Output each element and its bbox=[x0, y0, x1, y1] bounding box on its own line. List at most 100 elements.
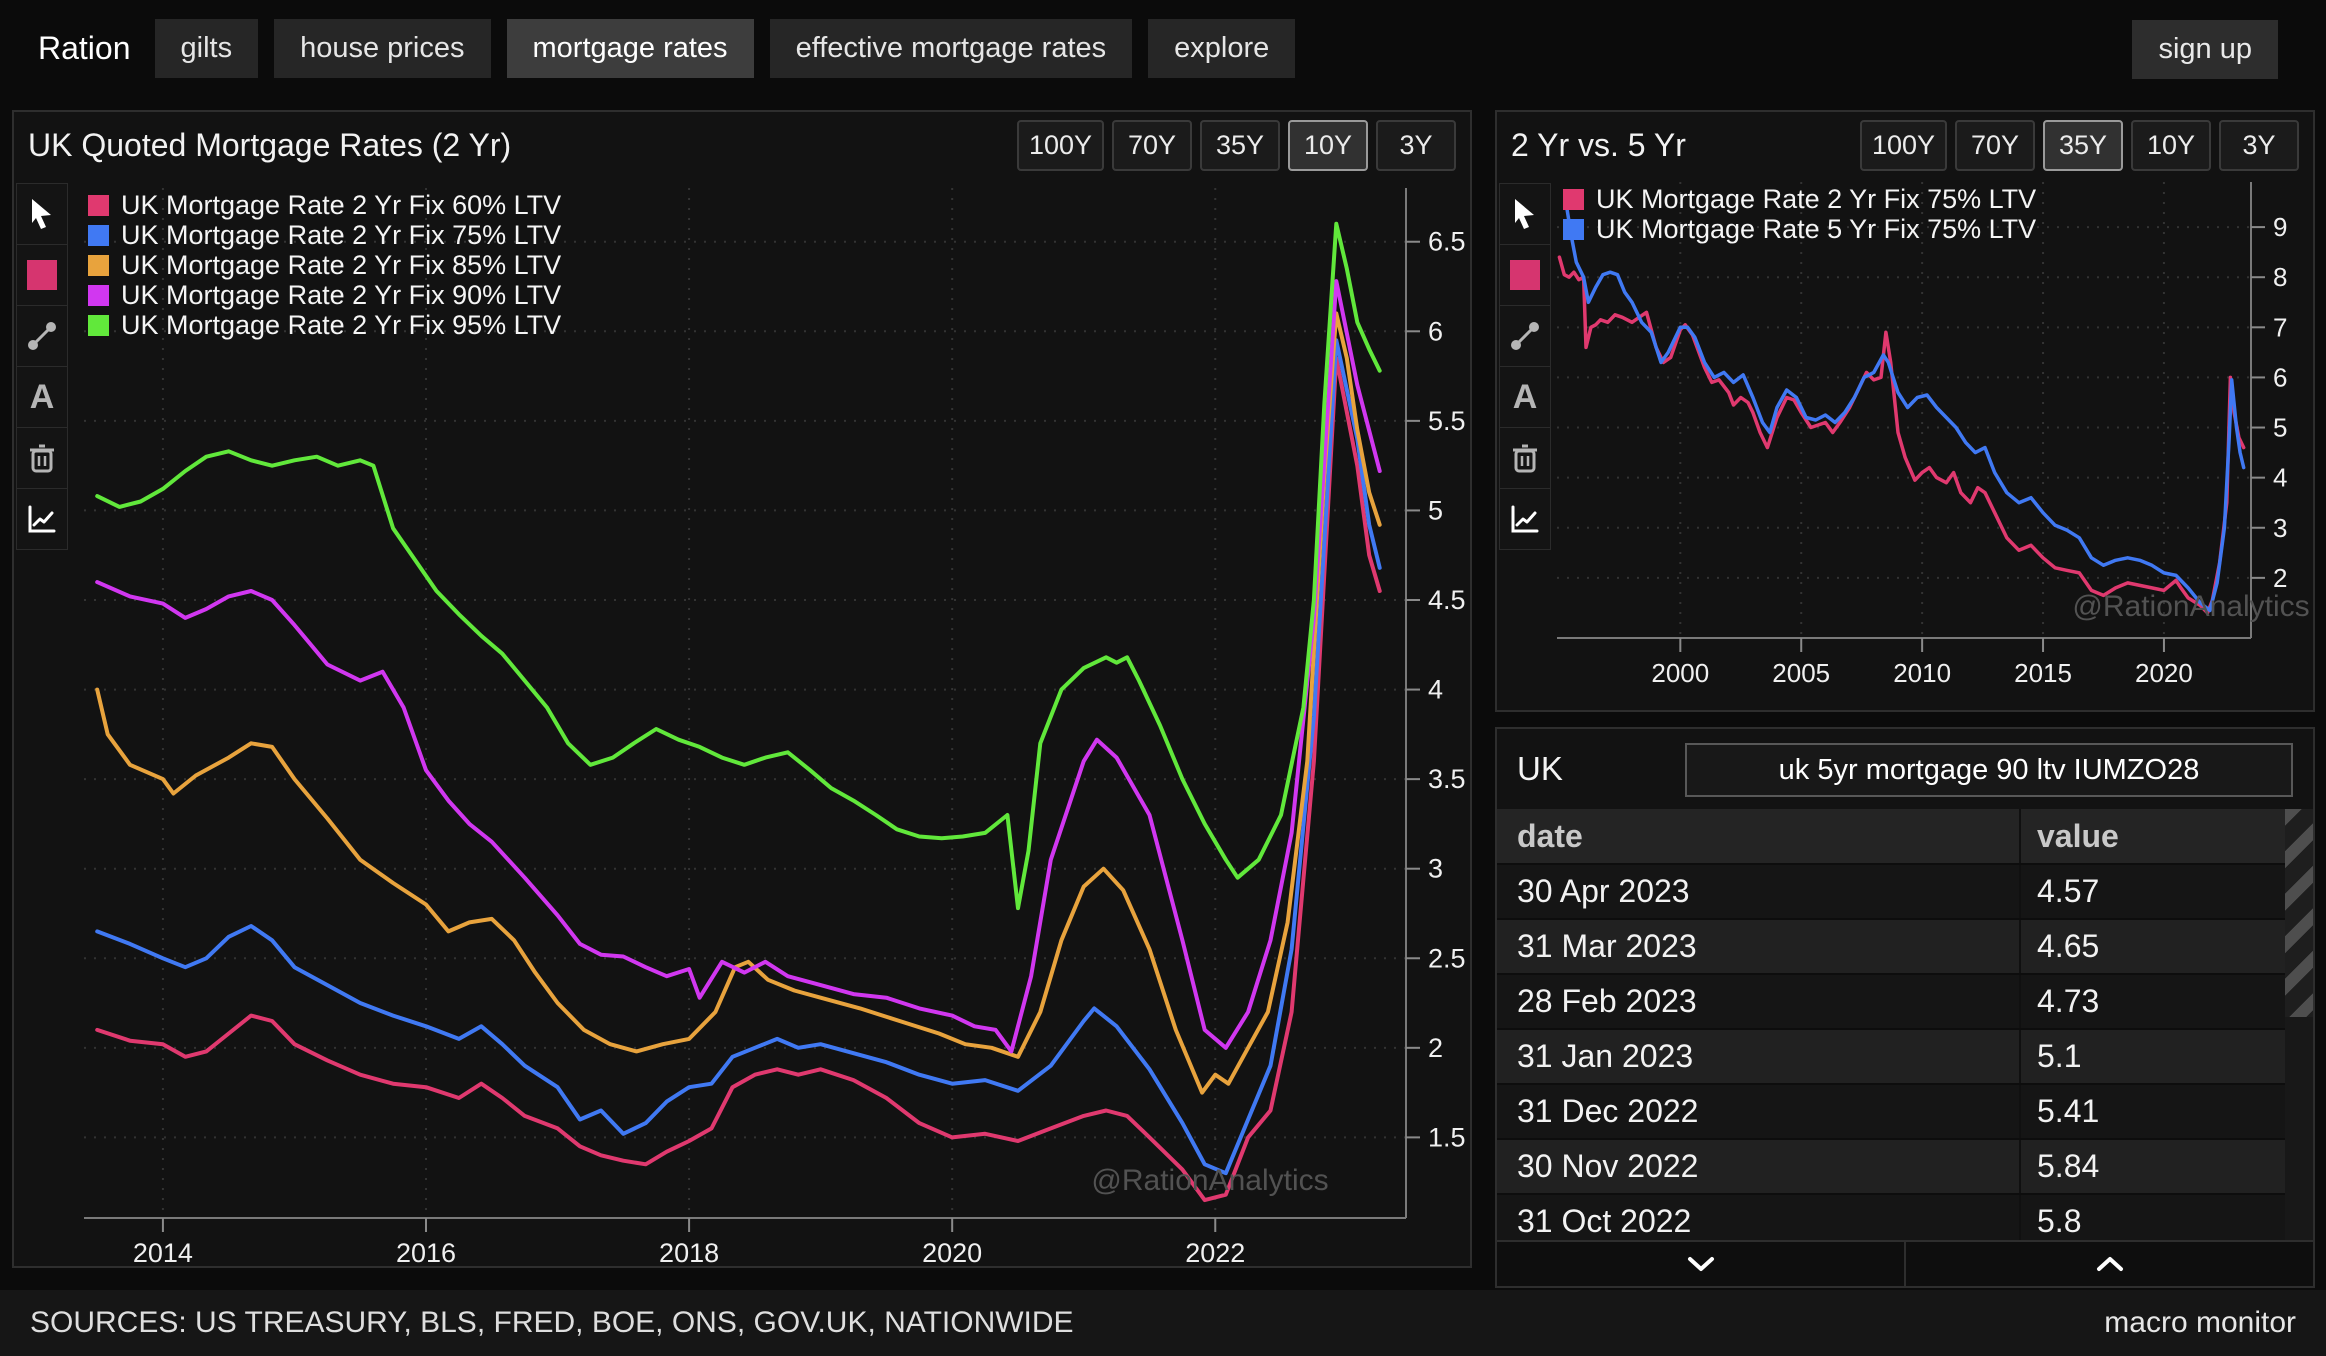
y-axis-tick-label: 6.5 bbox=[1428, 227, 1466, 257]
y-axis-tick-label: 4.5 bbox=[1428, 585, 1466, 615]
y-axis-tick-label: 7 bbox=[2273, 312, 2287, 342]
trendline-tool-button[interactable] bbox=[16, 305, 68, 367]
nav-tab-mortgage-rates[interactable]: mortgage rates bbox=[507, 19, 754, 78]
line-chart-tool-button[interactable] bbox=[16, 488, 68, 550]
nav-tab-gilts[interactable]: gilts bbox=[155, 19, 259, 78]
legend-swatch-icon bbox=[88, 285, 109, 306]
x-axis-tick-label: 2016 bbox=[396, 1238, 456, 1264]
right-chart-toolbar: A bbox=[1499, 184, 1551, 550]
value-column-header[interactable]: value bbox=[2019, 809, 2313, 863]
table-scrollbar[interactable] bbox=[2285, 809, 2313, 1242]
x-axis-tick-label: 2018 bbox=[659, 1238, 719, 1264]
footer-bar: SOURCES: US TREASURY, BLS, FRED, BOE, ON… bbox=[0, 1290, 2326, 1356]
line-chart-tool-button[interactable] bbox=[1499, 488, 1551, 550]
legend-item[interactable]: UK Mortgage Rate 2 Yr Fix 85% LTV bbox=[88, 250, 561, 280]
trendline-icon bbox=[1509, 320, 1541, 352]
table-pager bbox=[1497, 1240, 2313, 1286]
legend-item[interactable]: UK Mortgage Rate 2 Yr Fix 75% LTV bbox=[1563, 184, 2036, 214]
table-row[interactable]: 30 Nov 20225.84 bbox=[1497, 1138, 2313, 1193]
table-row[interactable]: 28 Feb 20234.73 bbox=[1497, 973, 2313, 1028]
y-axis-tick-label: 1.5 bbox=[1428, 1122, 1466, 1152]
text-tool-button[interactable]: A bbox=[16, 366, 68, 428]
sign-up-button[interactable]: sign up bbox=[2132, 20, 2278, 79]
date-column-header[interactable]: date bbox=[1497, 809, 2019, 863]
series-line[interactable] bbox=[97, 340, 1380, 1173]
legend-item[interactable]: UK Mortgage Rate 2 Yr Fix 75% LTV bbox=[88, 220, 561, 250]
date-cell: 30 Apr 2023 bbox=[1497, 865, 2019, 918]
nav-tab-house-prices[interactable]: house prices bbox=[274, 19, 490, 78]
legend-swatch-icon bbox=[1563, 189, 1584, 210]
table-row[interactable]: 31 Jan 20235.1 bbox=[1497, 1028, 2313, 1083]
legend-label: UK Mortgage Rate 2 Yr Fix 85% LTV bbox=[121, 250, 561, 281]
color-swatch-tool-button[interactable] bbox=[1499, 244, 1551, 306]
range-button-10Y[interactable]: 10Y bbox=[2131, 120, 2211, 171]
chevron-up-icon bbox=[2093, 1254, 2127, 1274]
legend-item[interactable]: UK Mortgage Rate 2 Yr Fix 60% LTV bbox=[88, 190, 561, 220]
nav-tab-effective-mortgage-rates[interactable]: effective mortgage rates bbox=[770, 19, 1133, 78]
legend-label: UK Mortgage Rate 2 Yr Fix 60% LTV bbox=[121, 190, 561, 221]
date-cell: 31 Jan 2023 bbox=[1497, 1030, 2019, 1083]
watermark-text: @RationAnalytics bbox=[2072, 590, 2309, 623]
right-chart-title: 2 Yr vs. 5 Yr bbox=[1511, 127, 1686, 164]
legend-swatch-icon bbox=[88, 315, 109, 336]
range-button-3Y[interactable]: 3Y bbox=[2219, 120, 2299, 171]
x-axis-tick-label: 2020 bbox=[922, 1238, 982, 1264]
range-button-35Y[interactable]: 35Y bbox=[1200, 120, 1280, 171]
region-label: UK bbox=[1517, 750, 1563, 788]
range-button-100Y[interactable]: 100Y bbox=[1860, 120, 1947, 171]
series-line[interactable] bbox=[1567, 207, 2244, 610]
text-tool-button[interactable]: A bbox=[1499, 366, 1551, 428]
x-axis-tick-label: 2015 bbox=[2014, 658, 2072, 688]
range-button-100Y[interactable]: 100Y bbox=[1017, 120, 1104, 171]
y-axis-tick-label: 6 bbox=[2273, 362, 2287, 392]
range-button-3Y[interactable]: 3Y bbox=[1376, 120, 1456, 171]
series-line[interactable] bbox=[97, 313, 1380, 1092]
table-row[interactable]: 31 Mar 20234.65 bbox=[1497, 918, 2313, 973]
right-chart-range-buttons: 100Y70Y35Y10Y3Y bbox=[1860, 120, 2299, 171]
range-button-70Y[interactable]: 70Y bbox=[1112, 120, 1192, 171]
legend-label: UK Mortgage Rate 5 Yr Fix 75% LTV bbox=[1596, 214, 2036, 245]
table-header-row: date value bbox=[1497, 809, 2313, 863]
series-line[interactable] bbox=[97, 358, 1380, 1200]
table-row[interactable]: 31 Dec 20225.41 bbox=[1497, 1083, 2313, 1138]
legend-label: UK Mortgage Rate 2 Yr Fix 95% LTV bbox=[121, 310, 561, 341]
trendline-icon bbox=[26, 320, 58, 352]
date-cell: 31 Dec 2022 bbox=[1497, 1085, 2019, 1138]
quoted-mortgage-rates-panel: UK Quoted Mortgage Rates (2 Yr) 100Y70Y3… bbox=[12, 110, 1472, 1268]
nav-tab-explore[interactable]: explore bbox=[1148, 19, 1295, 78]
line-chart-icon bbox=[1509, 503, 1541, 535]
page-up-button[interactable] bbox=[1904, 1242, 2313, 1286]
table-scrollbar-thumb[interactable] bbox=[2285, 809, 2313, 1017]
table-row[interactable]: 31 Oct 20225.8 bbox=[1497, 1193, 2313, 1242]
trash-tool-button[interactable] bbox=[1499, 427, 1551, 489]
range-button-70Y[interactable]: 70Y bbox=[1955, 120, 2035, 171]
x-axis-tick-label: 2014 bbox=[133, 1238, 193, 1264]
legend-label: UK Mortgage Rate 2 Yr Fix 90% LTV bbox=[121, 280, 561, 311]
page-down-button[interactable] bbox=[1497, 1242, 1904, 1286]
series-search-input[interactable] bbox=[1685, 743, 2293, 797]
trash-tool-button[interactable] bbox=[16, 427, 68, 489]
legend-item[interactable]: UK Mortgage Rate 2 Yr Fix 95% LTV bbox=[88, 310, 561, 340]
legend-swatch-icon bbox=[88, 195, 109, 216]
left-chart-plot[interactable]: 1.522.533.544.555.566.520142016201820202… bbox=[70, 178, 1468, 1264]
x-axis-tick-label: 2005 bbox=[1772, 658, 1830, 688]
value-cell: 5.84 bbox=[2019, 1140, 2313, 1193]
trendline-tool-button[interactable] bbox=[1499, 305, 1551, 367]
range-button-35Y[interactable]: 35Y bbox=[2043, 120, 2123, 171]
series-line[interactable] bbox=[97, 281, 1380, 1051]
table-row[interactable]: 30 Apr 20234.57 bbox=[1497, 863, 2313, 918]
x-axis-tick-label: 2000 bbox=[1651, 658, 1709, 688]
trash-icon bbox=[27, 442, 57, 474]
y-axis-tick-label: 6 bbox=[1428, 316, 1443, 346]
x-axis-tick-label: 2010 bbox=[1893, 658, 1951, 688]
range-button-10Y[interactable]: 10Y bbox=[1288, 120, 1368, 171]
cursor-tool-button[interactable] bbox=[1499, 183, 1551, 245]
color-swatch-tool-button[interactable] bbox=[16, 244, 68, 306]
legend-item[interactable]: UK Mortgage Rate 2 Yr Fix 90% LTV bbox=[88, 280, 561, 310]
legend-swatch-icon bbox=[88, 255, 109, 276]
y-axis-tick-label: 2 bbox=[2273, 563, 2287, 593]
cursor-tool-button[interactable] bbox=[16, 183, 68, 245]
right-chart-plot[interactable]: 2345678920002005201020152020@RationAnaly… bbox=[1551, 178, 2313, 708]
legend-item[interactable]: UK Mortgage Rate 5 Yr Fix 75% LTV bbox=[1563, 214, 2036, 244]
left-chart-legend: UK Mortgage Rate 2 Yr Fix 60% LTVUK Mort… bbox=[88, 190, 561, 340]
